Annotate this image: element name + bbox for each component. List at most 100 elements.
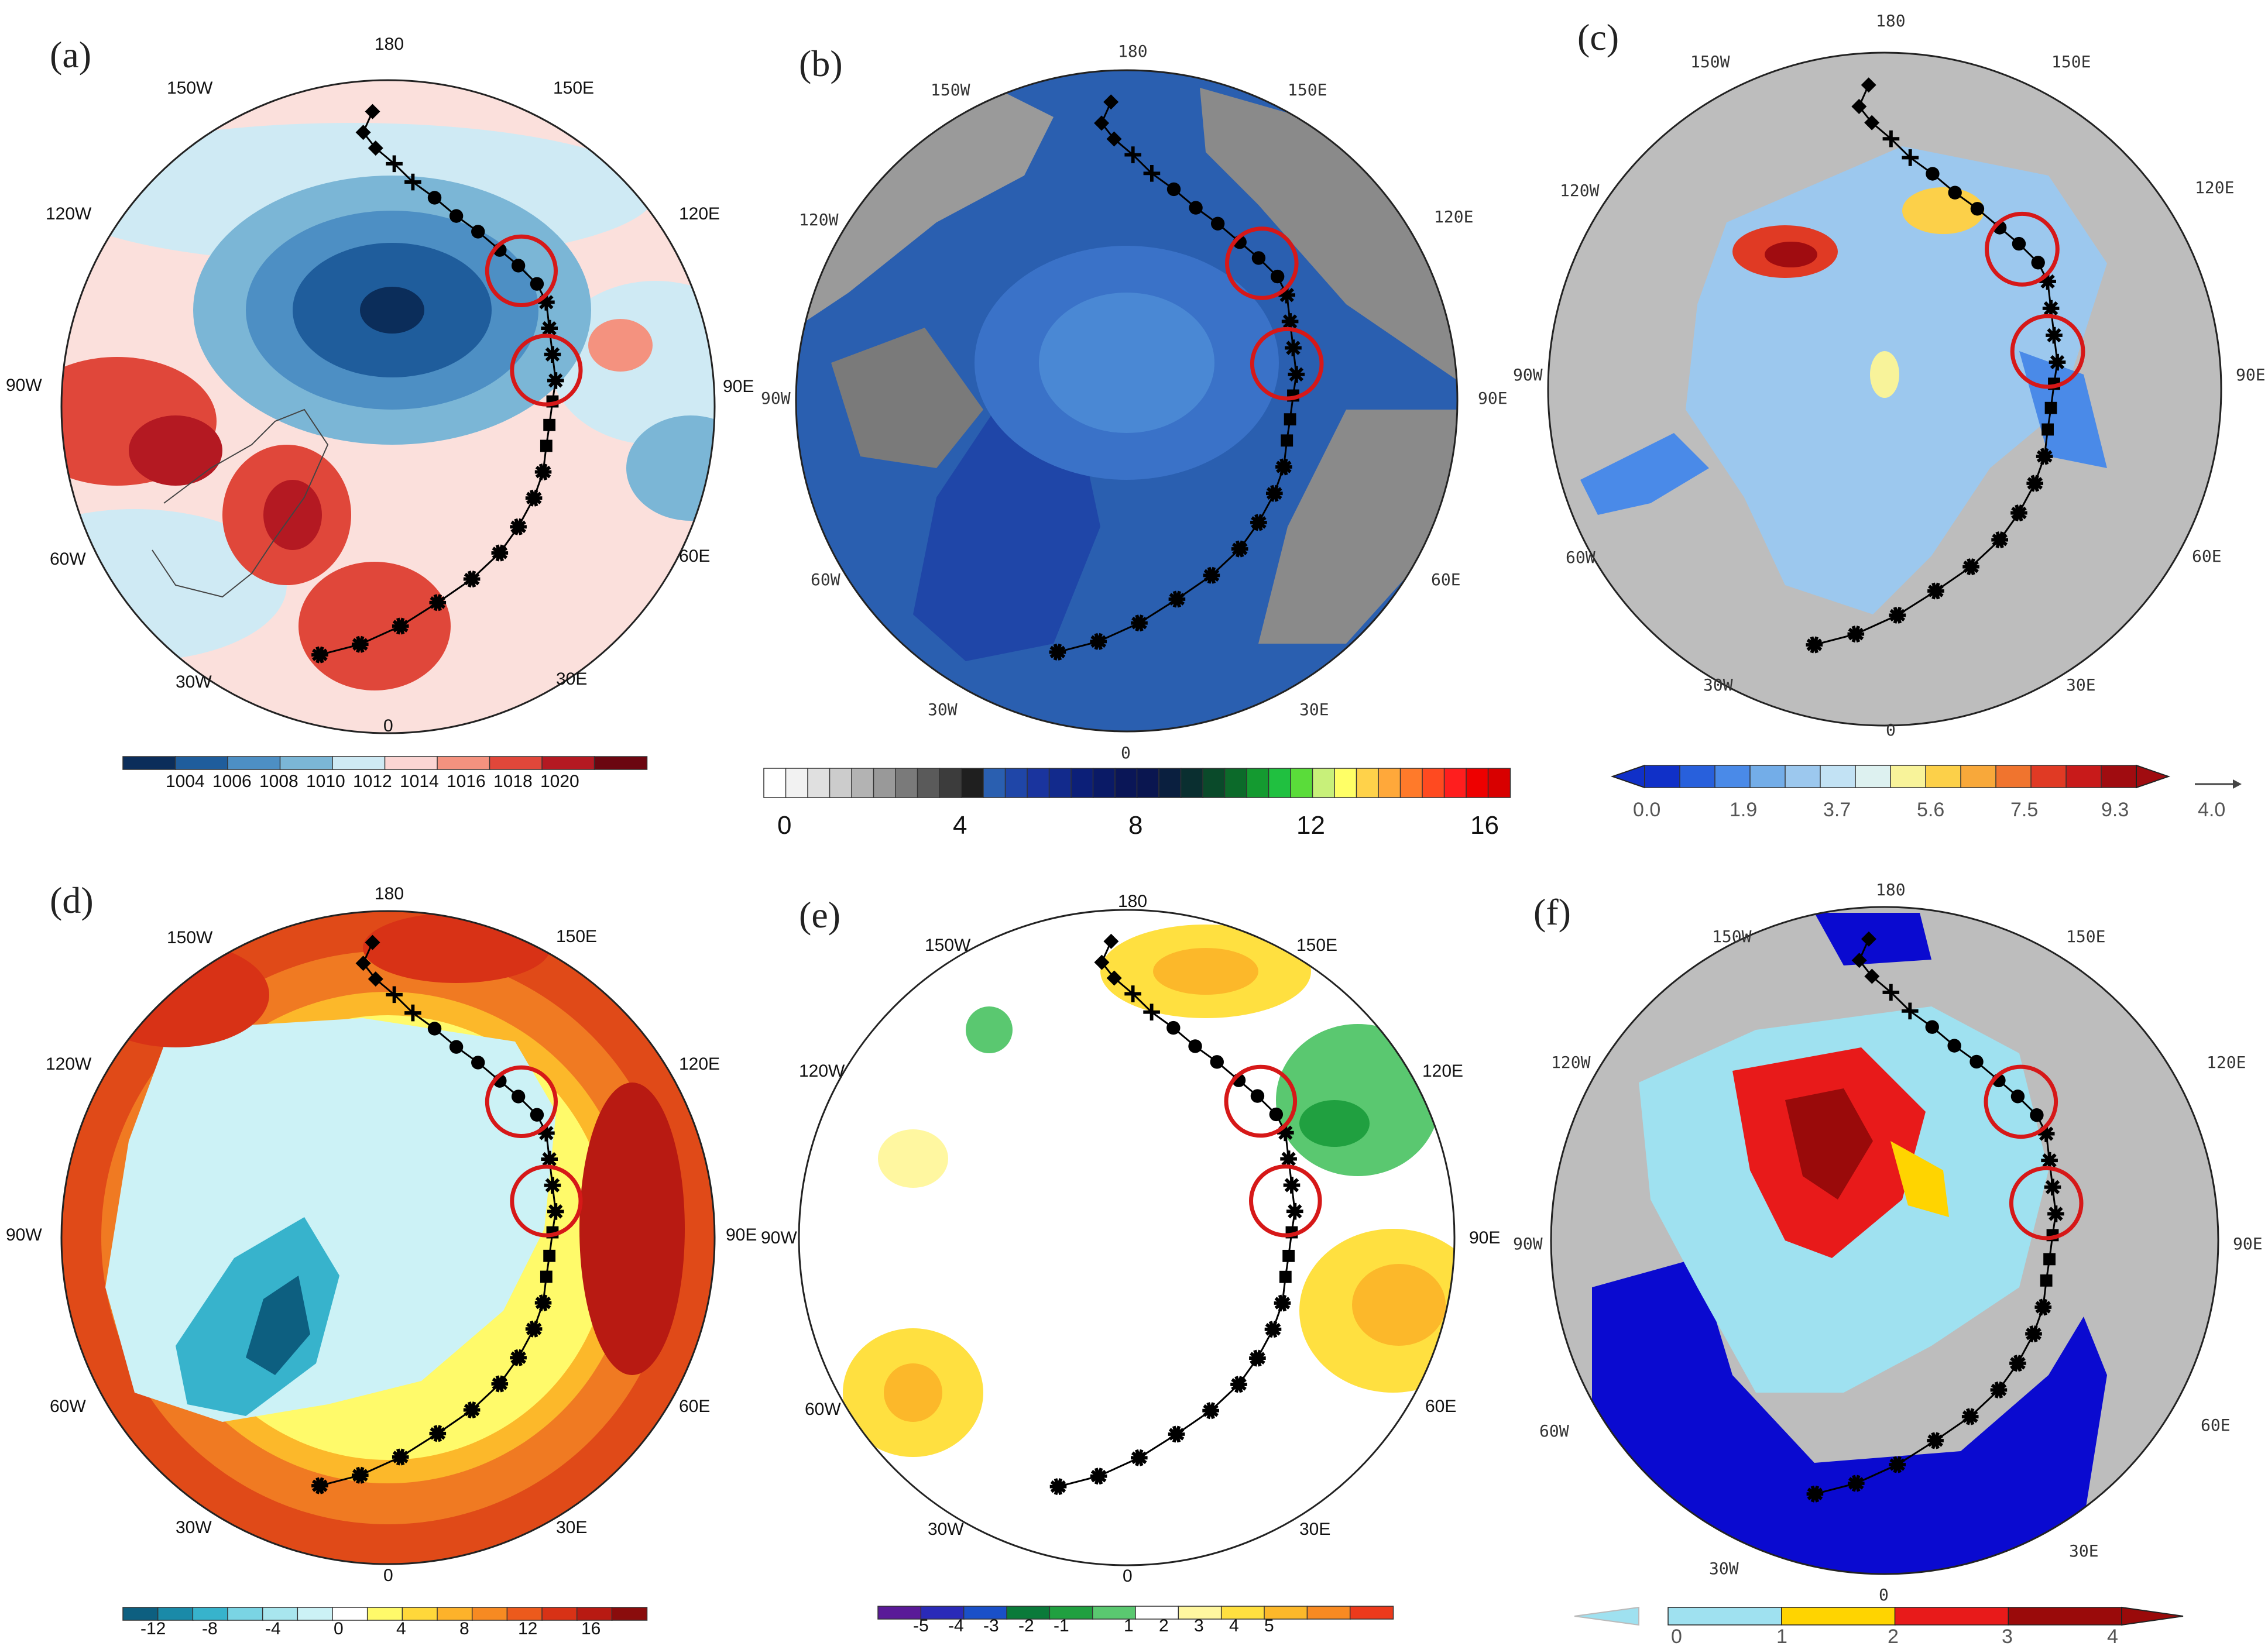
route-marker-cross: [510, 518, 527, 535]
map-d-warm-north: [363, 913, 550, 983]
map-d: [60, 910, 716, 1565]
route-marker-circle: [2031, 256, 2045, 270]
route-marker-star: [547, 1203, 564, 1220]
route-marker-square: [543, 1249, 556, 1262]
panel-label-b: (b): [799, 43, 843, 84]
route-marker-square: [1281, 434, 1293, 447]
lon-label-e-150e: 150E: [1296, 936, 1337, 955]
map-f-frame: [1550, 906, 2219, 1575]
map-d-warm-northwest: [82, 942, 269, 1047]
panel-b: (b) 180 150E 120E 90E 60E 30E 0 30W 60W: [761, 42, 1511, 840]
route-marker-cross: [1049, 1478, 1067, 1496]
cb-b-swatch: [1048, 768, 1072, 798]
route-marker-cross: [429, 1425, 447, 1442]
lon-label-e-0: 0: [1123, 1566, 1133, 1586]
route-marker-circle: [471, 225, 485, 239]
cb-f-tick-4: 4: [2107, 1626, 2118, 1646]
lon-labels-e: 180 150E 120E 90E 60E 30E 0 30W 60W 90W …: [761, 892, 1500, 1586]
map-c-hotspot-west-core: [1765, 242, 1817, 267]
route-marker-diamond: [1864, 968, 1880, 984]
highlight-circle-2: [510, 1164, 583, 1238]
lon-label-a-60w: 60W: [50, 549, 86, 569]
route-marker-circle: [1188, 1039, 1202, 1053]
lon-label-f-120e: 120E: [2207, 1053, 2246, 1072]
route-marker-star: [538, 294, 555, 311]
lon-label-c-90w: 90W: [1513, 365, 1543, 384]
lon-label-f-90w: 90W: [1513, 1234, 1543, 1253]
cb-e-tick-m4: -4: [948, 1616, 964, 1635]
cb-b-swatch: [1004, 768, 1028, 798]
route-marker-cross: [1049, 643, 1066, 661]
lon-label-f-60e: 60E: [2201, 1415, 2231, 1435]
map-e-positive-southeast-core: [1352, 1264, 1446, 1346]
cb-b-swatch: [1180, 768, 1204, 798]
lon-label-d-90w: 90W: [6, 1225, 42, 1245]
lon-label-f-150w: 150W: [1712, 927, 1752, 946]
cb-b-swatch: [1334, 768, 1357, 798]
cb-a-tick-1020: 1020: [540, 772, 579, 791]
lon-label-d-30e: 30E: [556, 1518, 587, 1537]
panel-d: (d) 180 150E 120E 90E 60E 30E 0: [6, 879, 757, 1638]
lon-label-b-60e: 60E: [1431, 570, 1461, 589]
route-marker-plus: [404, 173, 421, 191]
map-c-frame: [1547, 51, 2222, 727]
cb-c-swatch: [2030, 765, 2067, 788]
cb-f-tick-1: 1: [1776, 1626, 1787, 1646]
lon-label-b-150e: 150E: [1288, 80, 1327, 99]
route-marker-cross: [525, 1320, 543, 1338]
cb-c-swatch: [1960, 765, 1997, 788]
lon-label-b-120e: 120E: [1434, 207, 1473, 226]
route-marker-square: [540, 439, 553, 452]
map-b-frame: [795, 69, 1459, 733]
panel-label-c: (c): [1577, 16, 1619, 58]
colorbar-f-swatches: [1667, 1607, 2123, 1626]
route-b: [1049, 94, 1324, 661]
route-marker-cross: [1927, 1432, 1944, 1449]
route-marker-star: [2041, 1152, 2058, 1169]
route-marker-star: [544, 1177, 561, 1194]
route-marker-cross: [1168, 590, 1186, 608]
cb-b-swatch: [1268, 768, 1292, 798]
lon-label-b-90e: 90E: [1478, 389, 1508, 408]
map-a: [60, 79, 716, 734]
route-marker-cross: [1090, 1468, 1107, 1485]
cb-d-swatch: [122, 1607, 159, 1621]
route-marker-circle: [530, 277, 544, 291]
cb-b-swatch: [1246, 768, 1269, 798]
route-marker-diamond: [1861, 931, 1876, 947]
route-marker-circle: [471, 1056, 485, 1070]
map-e-positive-west: [878, 1129, 948, 1188]
lon-label-e-90w: 90W: [761, 1228, 797, 1248]
map-a-frame: [60, 79, 716, 734]
lon-labels-b: 180 150E 120E 90E 60E 30E 0 30W 60W 90W …: [761, 42, 1508, 762]
route-marker-cross: [1806, 636, 1823, 654]
lon-label-d-120e: 120E: [679, 1054, 720, 1074]
route-marker-circle: [530, 1108, 544, 1122]
lon-label-c-30w: 30W: [1703, 675, 1733, 695]
map-a-high-greenland-core: [263, 480, 322, 550]
cb-c-tick-3: 5.6: [1917, 799, 1944, 821]
route-marker-cross: [491, 1375, 509, 1393]
route-marker-plus: [1143, 165, 1161, 182]
cb-b-swatch: [1466, 768, 1489, 798]
map-a-field-lightblue-sw: [61, 509, 287, 661]
lon-label-e-120e: 120E: [1422, 1061, 1463, 1081]
cb-e-tick-m1: -1: [1054, 1616, 1069, 1635]
cb-a-swatch: [174, 756, 229, 770]
lon-label-e-150w: 150W: [925, 936, 971, 955]
route-marker-plus: [1902, 1002, 1919, 1020]
cb-a-tick-1018: 1018: [493, 772, 533, 791]
map-a-low-1004: [360, 287, 424, 334]
route-marker-cross: [1961, 1408, 1979, 1425]
route-marker-star: [1277, 1124, 1294, 1142]
lon-label-c-90e: 90E: [2236, 365, 2266, 384]
cb-b-tick-16: 16: [1470, 811, 1499, 840]
cb-b-swatch: [1070, 768, 1094, 798]
cb-c-tick-2: 3.7: [1823, 799, 1851, 821]
route-marker-circle: [1970, 1054, 1984, 1069]
colorbar-b-swatches: [763, 768, 1511, 798]
cb-e-tick-m5: -5: [913, 1616, 929, 1635]
route-marker-circle: [449, 209, 464, 223]
lon-label-c-120e: 120E: [2195, 178, 2234, 197]
cb-d-tick-m4: -4: [265, 1619, 281, 1638]
